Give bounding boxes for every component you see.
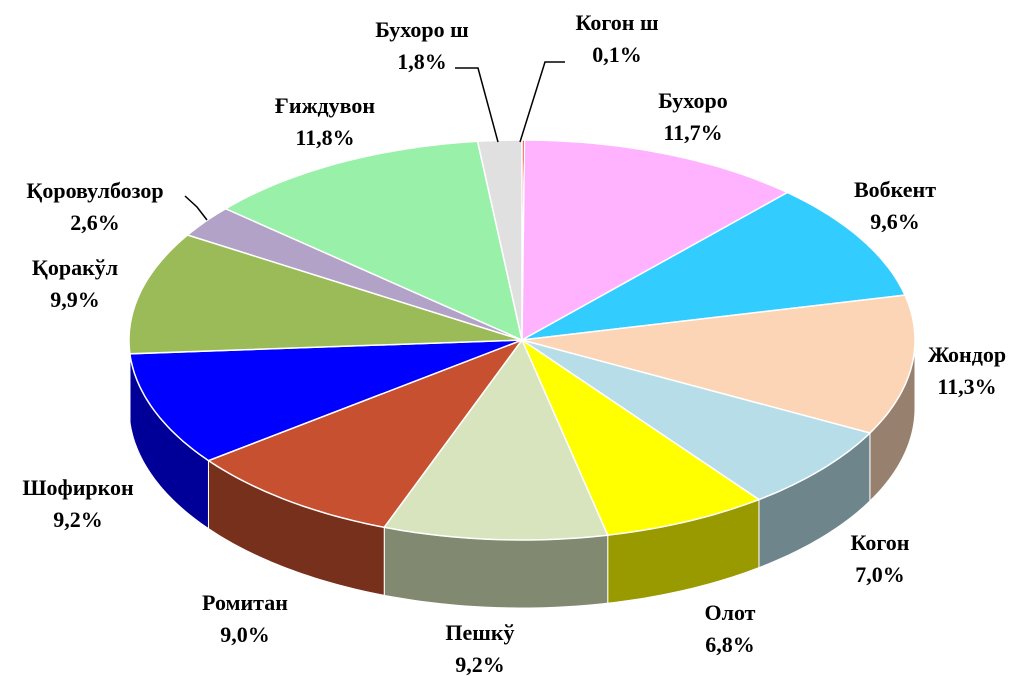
slice [476, 139, 523, 341]
value-label: 9,2% [53, 507, 103, 532]
value-label: 9,6% [870, 209, 920, 234]
value-label: 9,9% [50, 287, 100, 312]
slice-label: Когон ш [575, 10, 658, 35]
value-label: 0,1% [592, 42, 642, 67]
slice-label: Когон [851, 530, 910, 555]
slice-label: Олот [705, 600, 756, 625]
value-label: 6,8% [705, 632, 755, 657]
value-label: 11,8% [295, 125, 354, 150]
value-label: 2,6% [70, 210, 120, 235]
value-label: 9,2% [455, 652, 505, 676]
slice [206, 338, 525, 529]
slice-label: Ғиждувон [275, 93, 375, 118]
slice [186, 207, 523, 341]
slice-label: Пешкў [445, 620, 514, 645]
slice [520, 337, 761, 537]
value-label: 11,7% [663, 120, 722, 145]
slice-label: Қоровулбозор [26, 178, 163, 203]
slice-label: Ромитан [202, 590, 288, 615]
slice [521, 294, 916, 434]
leader-lines [184, 61, 565, 221]
slice [382, 338, 609, 541]
slice [521, 339, 872, 501]
slice [128, 234, 523, 355]
slice-label: Қоракўл [32, 255, 118, 280]
leader-line [184, 195, 208, 221]
leader-line [455, 67, 499, 143]
slice-label: Жондор [928, 342, 1006, 367]
value-label: 1,8% [397, 49, 447, 74]
slice [223, 140, 524, 342]
slice-label: Вобкент [854, 177, 936, 202]
value-label: 9,0% [220, 622, 270, 647]
slice-label: Бухоро ш [375, 17, 468, 42]
labels: Когон ш 0,1% Бухоро 11,7% Вобкент 9,6% Жондор 1… [22, 10, 1006, 676]
walls [128, 339, 916, 609]
value-label: 11,3% [937, 374, 996, 399]
value-label: 7,0% [855, 562, 905, 587]
slice [129, 339, 523, 462]
tops [128, 139, 916, 541]
leader-line [519, 61, 565, 143]
slice [521, 139, 790, 342]
slice [521, 191, 907, 341]
slice-label: Шофиркон [22, 475, 134, 500]
slice-label: Бухоро [658, 88, 727, 113]
